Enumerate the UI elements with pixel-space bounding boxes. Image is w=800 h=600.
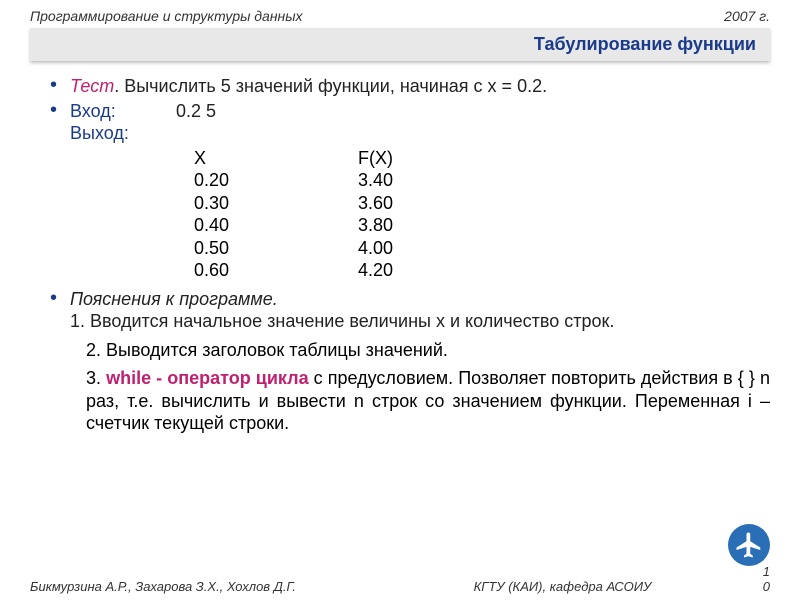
col-header-fx: F(X)	[358, 147, 393, 170]
table-row: 0.50 4.00	[194, 237, 770, 260]
airplane-icon	[728, 524, 770, 566]
table-row: 0.60 4.20	[194, 259, 770, 282]
input-label: Вход:	[70, 100, 176, 123]
table-row: 0.20 3.40	[194, 169, 770, 192]
notes-heading: Пояснения к программе.	[70, 289, 278, 309]
note-1: 1. Вводится начальное значение величины …	[70, 311, 614, 331]
output-label: Выход:	[70, 122, 770, 145]
footer-authors: Бикмурзина А.Р., Захарова З.Х., Хохлов Д…	[30, 579, 385, 594]
table-row: 0.30 3.60	[194, 192, 770, 215]
bullet-test: Тест. Вычислить 5 значений функции, начи…	[46, 75, 770, 98]
bullet-input: Вход: 0.2 5 Выход:	[46, 100, 770, 145]
table-row: 0.40 3.80	[194, 214, 770, 237]
bullet-notes: Пояснения к программе. 1. Вводится начал…	[46, 288, 770, 333]
note-3: 3. while - оператор цикла с предусловием…	[46, 367, 770, 435]
output-table: X F(X) 0.20 3.40 0.30 3.60 0.40 3.80 0.5…	[194, 147, 770, 282]
test-rest: . Вычислить 5 значений функции, начиная …	[114, 76, 547, 96]
test-label: Тест	[70, 76, 114, 96]
col-header-x: X	[194, 147, 358, 170]
footer-org: КГТУ (КАИ), кафедра АСОИУ	[385, 579, 740, 594]
footer-page: 1 0	[740, 565, 770, 594]
year: 2007 г.	[724, 8, 770, 24]
course-title: Программирование и структуры данных	[30, 8, 303, 24]
slide-title: Табулирование функции	[30, 28, 770, 61]
input-value: 0.2 5	[176, 100, 216, 123]
note-2: 2. Выводится заголовок таблицы значений.	[46, 339, 770, 362]
while-keyword: while - оператор цикла	[106, 368, 309, 388]
